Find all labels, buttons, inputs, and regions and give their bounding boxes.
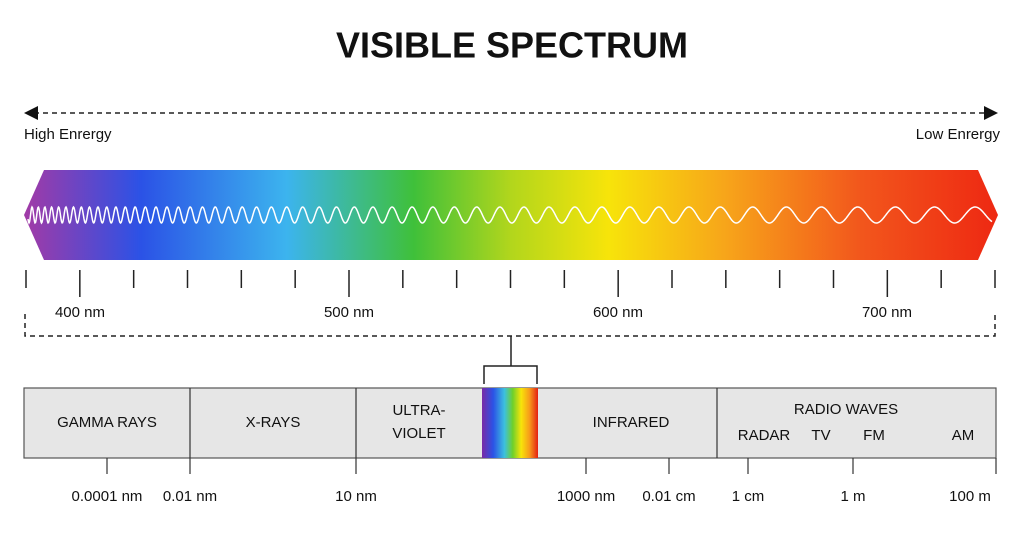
wavelength-label: 600 nm [593,304,643,321]
wavelength-label: 400 nm [55,304,105,321]
band-label: AM [952,427,975,444]
connector [483,336,538,384]
range-bracket [24,314,996,337]
region-label: X-RAYS [246,414,301,431]
band-label: TV [811,427,830,444]
wavelength-label: 500 nm [324,304,374,321]
region-label: INFRARED [593,414,670,431]
scale-label: 1 m [840,488,865,505]
scale-label: 0.01 cm [642,488,695,505]
band-label: FM [863,427,885,444]
wavelength-label: 700 nm [862,304,912,321]
energy-label: High Enrergy [24,126,112,143]
scale-label: 100 m [949,488,991,505]
band-label: RADAR [738,427,791,444]
visible-band [482,388,538,458]
region-label: VIOLET [392,425,445,442]
scale-label: 0.0001 nm [72,488,143,505]
wavelength-ticks [25,270,996,297]
arrow-head [984,106,998,120]
scale-label: 1000 nm [557,488,615,505]
dividers [106,388,997,474]
region-label: ULTRA- [392,402,445,419]
arrow-head [24,106,38,120]
energy-label: Low Enrergy [916,126,1001,143]
scale-label: 0.01 nm [163,488,217,505]
scale-label: 1 cm [732,488,765,505]
wave [27,205,993,225]
region-label: GAMMA RAYS [57,414,157,431]
spectrum-band [24,170,998,260]
title: VISIBLE SPECTRUM [336,25,688,66]
region-label: RADIO WAVES [794,401,898,418]
scale-label: 10 nm [335,488,377,505]
